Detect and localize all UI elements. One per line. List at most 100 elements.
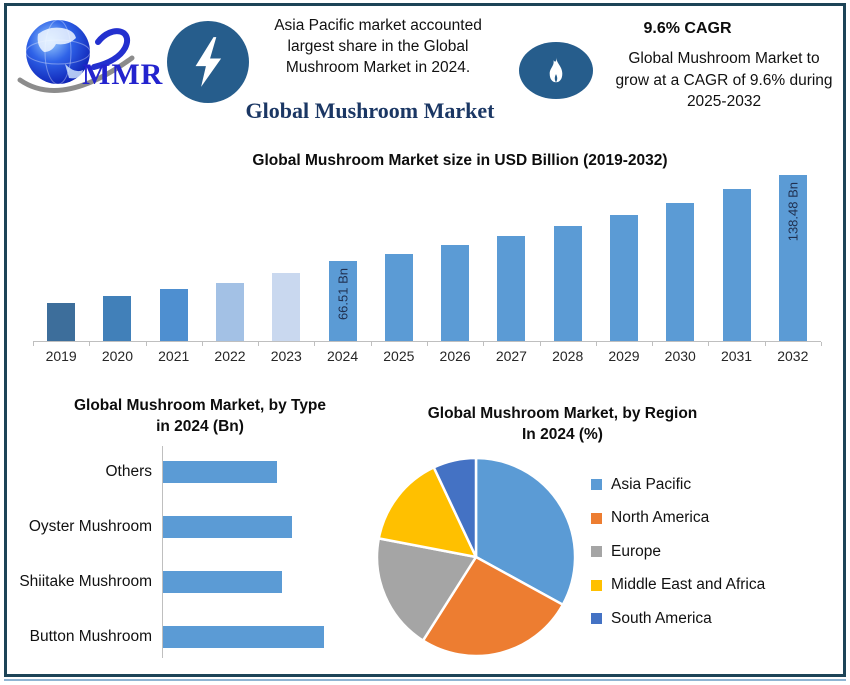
- region-chart-title: Global Mushroom Market, by Region In 202…: [385, 403, 740, 445]
- x-axis-label-2024: 2024: [326, 348, 359, 364]
- column-cell-2019: [33, 171, 89, 341]
- lightning-icon: [195, 37, 222, 87]
- bar-value-label-2024: 66.51 Bn: [335, 268, 351, 321]
- legend-item-europe: Europe: [591, 535, 765, 569]
- column-bar-2029: [609, 215, 638, 341]
- x-axis-label-2023: 2023: [270, 348, 302, 364]
- flame-icon: [549, 57, 563, 82]
- axis-tick: [765, 342, 766, 346]
- cagr-line: grow at a CAGR of 9.6% during: [615, 71, 833, 89]
- column-cell-2028: [540, 171, 596, 341]
- page-title: Global Mushroom Market: [245, 98, 495, 123]
- lightning-badge: [167, 21, 249, 103]
- column-plot: 66.51 Bn 138.48 Bn: [33, 171, 821, 341]
- axis-tick: [89, 342, 90, 346]
- cagr-text: Global Mushroom Market to grow at a CAGR…: [600, 48, 848, 113]
- headline-text: Asia Pacific market accounted largest sh…: [258, 15, 498, 78]
- pie-slice-north-america: [421, 555, 565, 658]
- logo-swoosh-blue: [91, 28, 130, 70]
- legend-item-asia-pacific: Asia Pacific: [591, 468, 765, 502]
- pie-slice-asia-pacific: [474, 456, 577, 606]
- axis-tick: [258, 342, 259, 346]
- region-chart-title-line: In 2024 (%): [522, 426, 603, 443]
- type-label-others: Others: [105, 462, 152, 480]
- axis-tick: [202, 342, 203, 346]
- type-chart-axis: [162, 446, 163, 658]
- x-axis-label-2020: 2020: [101, 348, 133, 364]
- column-xlabels: 2019 2020 2021 2022 2023 2024 2025 2026 2027 2028…: [33, 348, 821, 364]
- column-bar-2031: [722, 189, 751, 341]
- column-bar-2022: [215, 283, 244, 341]
- axis-tick: [540, 342, 541, 346]
- legend-swatch-south-america: [591, 613, 602, 625]
- type-bar-oyster-mushroom: [163, 515, 292, 538]
- type-label-shiitake-mushroom: Shiitake Mushroom: [19, 572, 152, 590]
- column-bar-2030: [666, 203, 695, 341]
- axis-tick: [314, 342, 315, 346]
- legend-label-south-america: South America: [611, 609, 712, 627]
- axis-tick: [708, 342, 709, 346]
- type-label-oyster-mushroom: Oyster Mushroom: [28, 517, 152, 535]
- x-axis-label-2032: 2032: [777, 348, 809, 364]
- column-cell-2023: [258, 171, 314, 341]
- axis-tick: [33, 342, 34, 346]
- column-cell-2020: [89, 171, 145, 341]
- type-label-button-mushroom: Button Mushroom: [29, 627, 152, 645]
- x-axis-label-2028: 2028: [552, 348, 584, 364]
- column-cell-2027: [483, 171, 539, 341]
- region-chart-title-line: Global Mushroom Market, by Region: [427, 405, 698, 422]
- legend-item-middle-east-and-africa: Middle East and Africa: [591, 569, 765, 603]
- logo-continent: [37, 27, 76, 52]
- column-cell-2021: [146, 171, 202, 341]
- logo-swoosh-gray: [17, 55, 135, 93]
- x-axis-label-2021: 2021: [158, 348, 190, 364]
- x-axis-label-2022: 2022: [214, 348, 246, 364]
- type-bar-button-mushroom: [163, 625, 324, 648]
- cagr-headline: 9.6% CAGR: [643, 20, 732, 37]
- legend-item-south-america: South America: [591, 602, 765, 636]
- column-bar-2032: 138.48 Bn: [778, 175, 807, 341]
- column-cell-2026: [427, 171, 483, 341]
- bar-value-label-2032: 138.48 Bn: [785, 182, 801, 242]
- column-cell-2024: 66.51 Bn: [314, 171, 370, 341]
- column-bar-2028: [553, 226, 582, 341]
- axis-tick: [371, 342, 372, 346]
- headline-line: largest share in the Global: [287, 38, 469, 55]
- x-axis-label-2026: 2026: [439, 348, 471, 364]
- legend-swatch-europe: [591, 546, 602, 558]
- type-row-shiitake-mushroom: Shiitake Mushroom: [10, 554, 370, 609]
- logo-text: MMR: [82, 58, 164, 91]
- column-x-axis: [33, 341, 822, 348]
- region-pie: [373, 452, 579, 662]
- pie-slice-middle-east-and-africa: [377, 466, 478, 559]
- axis-tick: [652, 342, 653, 346]
- column-cell-2031: [708, 171, 764, 341]
- type-chart-title-line: in 2024 (Bn): [156, 418, 244, 435]
- cagr-line: 2025-2032: [686, 93, 762, 110]
- legend-swatch-middle-east-and-africa: [591, 579, 602, 591]
- axis-tick: [596, 342, 597, 346]
- legend-swatch-asia-pacific: [591, 479, 602, 491]
- type-chart-title-line: Global Mushroom Market, by Type: [73, 397, 327, 414]
- type-row-oyster-mushroom: Oyster Mushroom: [10, 499, 370, 554]
- column-cell-2025: [371, 171, 427, 341]
- legend-label-middle-east-and-africa: Middle East and Africa: [611, 576, 766, 594]
- type-bar-shiitake-mushroom: [163, 570, 282, 593]
- column-chart-title: Global Mushroom Market size in USD Billi…: [252, 152, 668, 169]
- legend-label-north-america: North America: [611, 509, 710, 527]
- x-axis-label-2019: 2019: [45, 348, 77, 364]
- column-bar-2023: [272, 273, 301, 341]
- column-bar-2027: [497, 236, 526, 341]
- type-row-button-mushroom: Button Mushroom: [10, 609, 370, 664]
- x-axis-label-2027: 2027: [495, 348, 527, 364]
- column-cell-2032: 138.48 Bn: [765, 171, 821, 341]
- axis-tick: [821, 342, 822, 346]
- column-cell-2029: [596, 171, 652, 341]
- globe-logo-icon: [17, 19, 135, 93]
- axis-tick: [146, 342, 147, 346]
- headline-line: Mushroom Market in 2024.: [285, 59, 471, 76]
- flame-badge: [519, 42, 593, 99]
- x-axis-label-2029: 2029: [608, 348, 640, 364]
- column-cell-2030: [652, 171, 708, 341]
- page-border-accent: [4, 679, 846, 681]
